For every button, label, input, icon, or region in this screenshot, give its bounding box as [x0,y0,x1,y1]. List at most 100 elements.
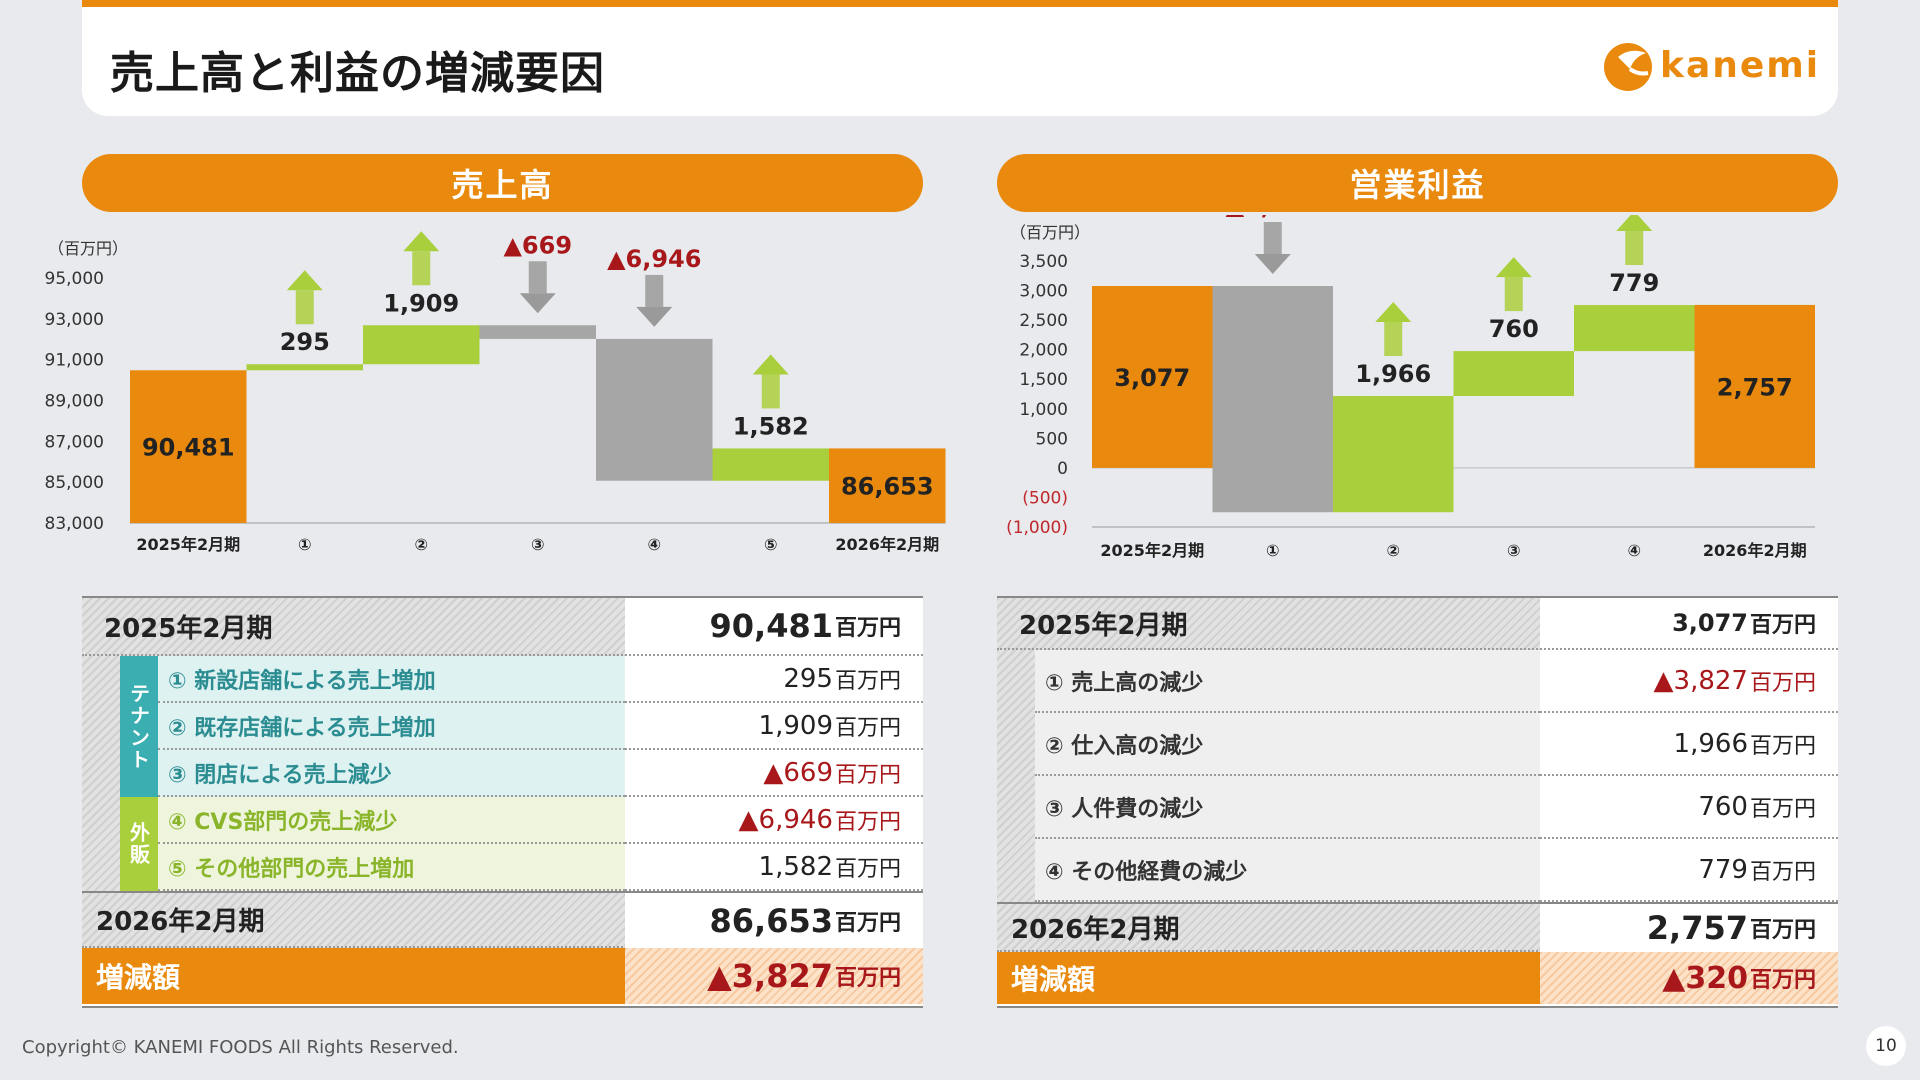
table-row: ④ CVS部門の売上減少 [158,797,625,844]
y-tick-label: (500) [1022,488,1068,508]
sales-waterfall-chart: （百万円） 95,000 93,000 91,000 89,000 87,000 85,00… [45,231,946,554]
row-value-cell: ▲669 百万円 [625,750,923,797]
up-arrow-icon [286,270,323,325]
down-arrow-icon [1254,222,1291,275]
y-tick-label: 83,000 [45,514,104,534]
sales-start-label: 2025年2月期 [104,613,273,644]
row-label: ③ 閉店による売上減少 [168,762,392,788]
row-value: 760 [1698,791,1748,822]
unit-label: 百万円 [834,616,901,641]
x-category-label: 2025年2月期 [136,535,240,554]
x-category-label: ① [1266,541,1280,560]
profit-waterfall-chart: （百万円） 3,500 3,000 2,500 2,000 1,500 1,000 500 0 (… [1006,215,1815,560]
row-value: 1,966 [1673,728,1748,759]
y-axis-unit-label: （百万円） [48,239,128,258]
sales-diff-label: 増減額 [96,961,181,994]
sales-start-value: 90,481 [709,607,833,645]
table-row: ② 仕入高の減少 [1035,713,1540,776]
profit-end-label: 2026年2月期 [1011,914,1180,945]
sales-diff-row: 増減額 [82,948,625,1004]
unit-label: 百万円 [1749,733,1816,759]
y-tick-label: (1,000) [1006,518,1068,538]
profit-diff-value-cell: ▲320 百万円 [1540,952,1838,1004]
unit-label: 百万円 [834,762,901,788]
x-category-label: ④ [1627,541,1641,560]
unit-label: 百万円 [834,715,901,741]
y-tick-label: 3,500 [1019,252,1068,272]
x-category-label: 2026年2月期 [1703,541,1807,560]
row-value: 295 [783,663,833,694]
x-category-label: ③ [531,535,545,554]
data-label: 779 [1609,269,1659,297]
bar-decrease [479,325,596,339]
data-label: 1,909 [383,289,459,317]
y-axis-unit-label: （百万円） [1010,223,1090,242]
bar-decrease [596,338,713,481]
gaihan-category-tag: 外販 [120,797,158,891]
sales-end-label: 2026年2月期 [96,907,265,937]
row-value-cell: 1,966 百万円 [1540,713,1838,776]
row-value: 1,909 [758,710,833,741]
unit-label: 百万円 [834,856,901,882]
profit-diff-value: ▲320 [1662,960,1748,996]
row-label: ① 新設店舗による売上増加 [168,668,436,694]
down-arrow-icon [519,261,556,314]
y-tick-label: 85,000 [45,473,104,493]
profit-end-value-cell: 2,757 百万円 [1540,902,1838,952]
up-arrow-icon [1495,257,1532,312]
data-label: 760 [1489,315,1539,343]
sales-gutter [82,656,120,891]
sales-diff-value-cell: ▲3,827 百万円 [625,948,923,1004]
table-row: ③ 閉店による売上減少 [158,750,625,797]
y-tick-label: 2,500 [1019,311,1068,331]
table-row: ④ その他経費の減少 [1035,839,1540,902]
bar-increase [363,325,480,365]
data-label: 86,653 [841,473,934,501]
bar-total [1694,304,1815,468]
bar-total [829,448,946,523]
data-label: 90,481 [142,434,235,462]
row-value-cell: 760 百万円 [1540,776,1838,839]
unit-label: 百万円 [1749,918,1816,943]
bar-increase [712,448,829,481]
unit-label: 百万円 [1749,670,1816,696]
unit-label: 百万円 [1749,968,1816,993]
row-label: ② 仕入高の減少 [1045,733,1204,759]
up-arrow-icon [403,231,440,286]
tenant-category-tag: テナント [120,656,158,797]
sales-start-value-cell: 90,481 百万円 [625,598,923,656]
copyright: Copyright© KANEMI FOODS All Rights Reser… [22,1037,459,1058]
y-tick-label: 500 [1036,429,1068,449]
row-label: ④ CVS部門の売上減少 [168,809,398,835]
data-label: 1,966 [1355,360,1431,388]
bar-total [130,370,247,523]
y-tick-label: 2,000 [1019,341,1068,361]
x-category-label: ④ [647,535,661,554]
unit-label: 百万円 [834,809,901,835]
row-value: 1,582 [758,851,833,882]
x-category-label: ② [414,535,428,554]
row-value: ▲3,827 [1653,665,1748,696]
header-bar: 売上高と利益の増減要因 kanemi [82,0,1838,116]
data-label: ▲669 [503,231,572,259]
unit-label: 百万円 [834,910,901,936]
y-tick-label: 91,000 [45,351,104,371]
unit-label: 百万円 [1749,796,1816,822]
unit-label: 百万円 [1749,859,1816,885]
data-label: 1,582 [733,412,809,440]
profit-start-value: 3,077 [1672,609,1748,637]
row-value-cell: 779 百万円 [1540,839,1838,902]
row-label: ④ その他経費の減少 [1045,859,1248,885]
data-label: 2,757 [1717,373,1793,401]
bar-increase [1333,396,1454,513]
kanemi-logo: kanemi [1600,29,1820,99]
profit-section-title: 営業利益 [997,154,1838,212]
row-value: ▲6,946 [738,804,833,835]
unit-label: 百万円 [1749,613,1816,638]
profit-end-value: 2,757 [1646,909,1748,947]
data-label: ▲6,946 [607,245,701,273]
table-row: ⑤ その他部門の売上増加 [158,844,625,891]
profit-diff-label: 増減額 [1011,963,1096,996]
sales-section-title: 売上高 [82,154,923,212]
row-value-cell: ▲6,946 百万円 [625,797,923,844]
